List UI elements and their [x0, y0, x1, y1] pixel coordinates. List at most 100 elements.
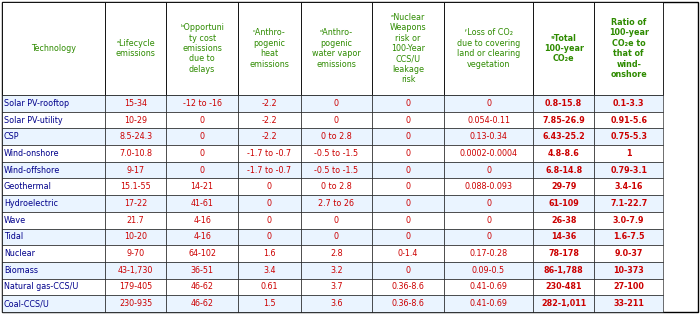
Bar [372, 245, 444, 262]
Text: 86-1,788: 86-1,788 [544, 266, 584, 275]
Bar [533, 95, 594, 112]
Bar [372, 279, 444, 295]
Bar [105, 279, 167, 295]
Text: ᵇOpportuni
ty cost
emissions
due to
delays: ᵇOpportuni ty cost emissions due to dela… [180, 23, 224, 74]
Bar [238, 95, 300, 112]
Text: 0: 0 [334, 99, 339, 108]
Text: 0: 0 [405, 116, 411, 125]
Text: -2.2: -2.2 [262, 132, 277, 141]
Text: Natural gas-CCS/U: Natural gas-CCS/U [4, 283, 78, 291]
Text: 15.1-55: 15.1-55 [120, 182, 151, 191]
Text: 0: 0 [405, 165, 411, 175]
Bar [444, 162, 533, 178]
Text: 0.09-0.5: 0.09-0.5 [472, 266, 505, 275]
Text: 0-1.4: 0-1.4 [398, 249, 419, 258]
Bar [105, 112, 167, 128]
Bar [300, 229, 372, 245]
Bar [372, 112, 444, 128]
Bar [238, 112, 300, 128]
Bar [533, 178, 594, 195]
Bar [2, 262, 105, 279]
Text: 0.0002-0.0004: 0.0002-0.0004 [459, 149, 517, 158]
Text: 0: 0 [486, 232, 491, 241]
Bar [105, 128, 167, 145]
Text: 230-935: 230-935 [119, 299, 153, 308]
Bar [594, 279, 663, 295]
Bar [372, 229, 444, 245]
Text: 3.4-16: 3.4-16 [615, 182, 643, 191]
Text: 0: 0 [267, 232, 272, 241]
Bar [167, 95, 238, 112]
Text: 10-20: 10-20 [124, 232, 147, 241]
Text: Hydroelectric: Hydroelectric [4, 199, 58, 208]
Bar [167, 162, 238, 178]
Text: 0.13-0.34: 0.13-0.34 [470, 132, 508, 141]
Bar [444, 112, 533, 128]
Text: 0.36-8.6: 0.36-8.6 [392, 283, 425, 291]
Bar [167, 212, 238, 229]
Bar [300, 195, 372, 212]
Bar [300, 245, 372, 262]
Bar [2, 295, 105, 312]
Text: 7.1-22.7: 7.1-22.7 [610, 199, 648, 208]
Text: Coal-CCS/U: Coal-CCS/U [4, 299, 50, 308]
Bar [444, 262, 533, 279]
Bar [2, 229, 105, 245]
Bar [594, 229, 663, 245]
Bar [167, 128, 238, 145]
Text: 2.8: 2.8 [330, 249, 343, 258]
Bar [105, 2, 167, 95]
Text: Wave: Wave [4, 216, 26, 225]
Text: 0.36-8.6: 0.36-8.6 [392, 299, 425, 308]
Bar [372, 262, 444, 279]
Bar [167, 295, 238, 312]
Bar [533, 162, 594, 178]
Bar [594, 212, 663, 229]
Text: 0: 0 [405, 182, 411, 191]
Text: 2.7 to 26: 2.7 to 26 [318, 199, 354, 208]
Text: Ratio of
100-year
CO₂e to
that of
wind-
onshore: Ratio of 100-year CO₂e to that of wind- … [609, 18, 649, 79]
Text: 0: 0 [199, 149, 204, 158]
Bar [2, 2, 105, 95]
Text: 3.7: 3.7 [330, 283, 343, 291]
Bar [594, 95, 663, 112]
Text: ᵉNuclear
Weapons
risk or
100-Year
CCS/U
leakage
risk: ᵉNuclear Weapons risk or 100-Year CCS/U … [390, 13, 426, 84]
Bar [444, 195, 533, 212]
Text: -12 to -16: -12 to -16 [183, 99, 222, 108]
Bar [372, 195, 444, 212]
Bar [372, 2, 444, 95]
Bar [105, 162, 167, 178]
Text: -2.2: -2.2 [262, 99, 277, 108]
Bar [167, 195, 238, 212]
Bar [594, 178, 663, 195]
Text: 21.7: 21.7 [127, 216, 144, 225]
Text: 4-16: 4-16 [193, 216, 211, 225]
Bar [372, 145, 444, 162]
Bar [167, 112, 238, 128]
Bar [238, 279, 300, 295]
Bar [300, 128, 372, 145]
Bar [238, 145, 300, 162]
Text: 179-405: 179-405 [119, 283, 153, 291]
Bar [533, 262, 594, 279]
Text: 0: 0 [267, 199, 272, 208]
Text: 0.8-15.8: 0.8-15.8 [545, 99, 582, 108]
Text: 0: 0 [405, 216, 411, 225]
Bar [2, 279, 105, 295]
Text: -0.5 to -1.5: -0.5 to -1.5 [314, 149, 358, 158]
Text: 230-481: 230-481 [545, 283, 582, 291]
Bar [533, 195, 594, 212]
Text: 0.1-3.3: 0.1-3.3 [613, 99, 645, 108]
Text: 3.4: 3.4 [263, 266, 276, 275]
Bar [2, 178, 105, 195]
Bar [444, 279, 533, 295]
Bar [238, 2, 300, 95]
Bar [594, 195, 663, 212]
Text: 78-178: 78-178 [548, 249, 579, 258]
Text: 0: 0 [334, 116, 339, 125]
Bar [533, 229, 594, 245]
Text: 10-29: 10-29 [124, 116, 147, 125]
Text: 1.5: 1.5 [263, 299, 276, 308]
Bar [594, 145, 663, 162]
Bar [2, 128, 105, 145]
